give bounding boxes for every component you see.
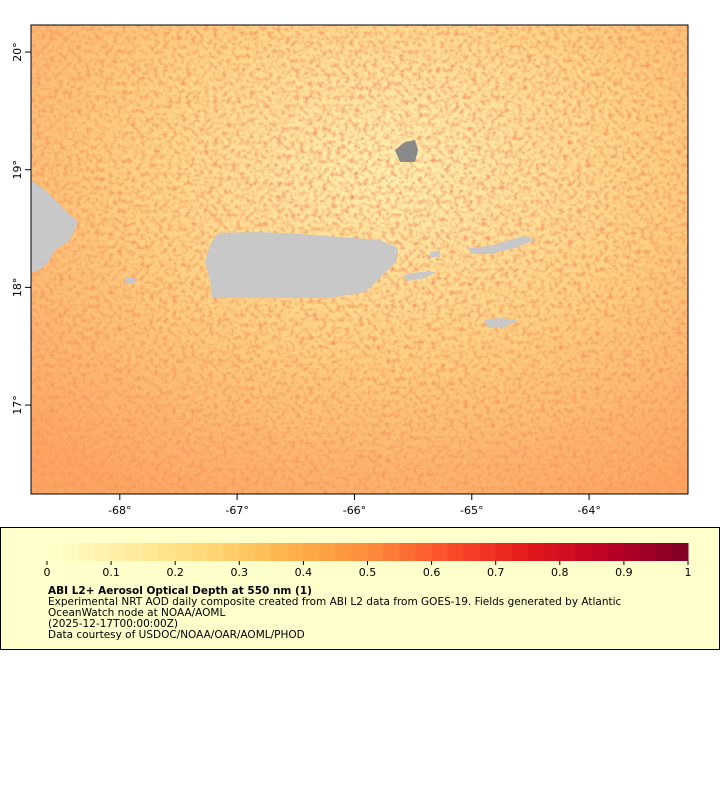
- colorbar-step: [479, 543, 497, 561]
- colorbar-step: [671, 543, 689, 561]
- colorbar-step: [255, 543, 272, 561]
- colorbar-step: [383, 543, 401, 561]
- colorbar-step: [303, 543, 320, 561]
- colorbar-step: [527, 543, 545, 561]
- land-culebra: [430, 250, 440, 257]
- colorbar-step: [415, 543, 433, 561]
- colorbar-step: [543, 543, 561, 561]
- x-tick-label: -67°: [225, 504, 248, 517]
- colorbar-tick-label: 0.2: [166, 566, 184, 579]
- land-hispaniola: [31, 180, 78, 272]
- colorbar-step: [47, 543, 64, 561]
- colorbar-step: [127, 543, 144, 561]
- land-virgin-islands: [468, 236, 535, 254]
- land-puerto-rico: [205, 232, 398, 298]
- colorbar-tick-label: 0.3: [231, 566, 249, 579]
- land-st-croix: [484, 318, 518, 328]
- colorbar-step: [591, 543, 609, 561]
- colorbar-step: [655, 543, 673, 561]
- colorbar-step: [143, 543, 160, 561]
- colorbar: 0 0.1 0.2 0.3 0.4 0.5 0.6 0.7 0.8 0.9 1: [44, 543, 692, 579]
- colorbar-step: [575, 543, 593, 561]
- colorbar-tick-label: 0.7: [487, 566, 505, 579]
- colorbar-step: [223, 543, 240, 561]
- colorbar-step: [431, 543, 449, 561]
- legend-line: Experimental NRT AOD daily composite cre…: [48, 596, 622, 608]
- x-tick-label: -65°: [460, 504, 483, 517]
- colorbar-step: [607, 543, 625, 561]
- colorbar-step: [447, 543, 465, 561]
- colorbar-step: [175, 543, 192, 561]
- colorbar-step: [63, 543, 80, 561]
- colorbar-tick-label: 0.6: [423, 566, 441, 579]
- colorbar-step: [623, 543, 641, 561]
- colorbar-step: [639, 543, 657, 561]
- colorbar-step: [239, 543, 256, 561]
- colorbar-step: [79, 543, 96, 561]
- colorbar-step: [399, 543, 417, 561]
- colorbar-step: [287, 543, 304, 561]
- y-tick-label: 20°: [11, 42, 24, 62]
- colorbar-step: [367, 543, 385, 561]
- legend-line: (2025-12-17T00:00:00Z): [48, 618, 178, 630]
- aod-field: [31, 25, 688, 494]
- colorbar-tick-label: 0.9: [615, 566, 633, 579]
- colorbar-tick-label: 0.8: [551, 566, 569, 579]
- axes: -68° -67° -66° -65° -64° 17° 18° 19° 20°: [11, 42, 601, 517]
- colorbar-step: [271, 543, 288, 561]
- colorbar-tick-label: 0: [44, 566, 51, 579]
- y-tick-label: 18°: [11, 278, 24, 298]
- colorbar-step: [95, 543, 112, 561]
- colorbar-tick-label: 1: [685, 566, 692, 579]
- colorbar-step: [351, 543, 368, 561]
- y-tick-label: 17°: [11, 395, 24, 415]
- y-tick-label: 19°: [11, 160, 24, 180]
- x-tick-label: -68°: [108, 504, 131, 517]
- colorbar-step: [335, 543, 352, 561]
- x-tick-label: -66°: [343, 504, 366, 517]
- legend-line: OceanWatch node at NOAA/AOML: [48, 607, 225, 619]
- x-tick-label: -64°: [577, 504, 600, 517]
- land-mona: [125, 278, 135, 284]
- legend-title: ABI L2+ Aerosol Optical Depth at 550 nm …: [48, 585, 312, 597]
- colorbar-tick-label: 0.5: [359, 566, 377, 579]
- land-vieques: [403, 272, 436, 281]
- legend-line: Data courtesy of USDOC/NOAA/OAR/AOML/PHO…: [48, 629, 305, 641]
- colorbar-step: [207, 543, 224, 561]
- colorbar-step: [159, 543, 176, 561]
- colorbar-tick-label: 0.4: [295, 566, 313, 579]
- colorbar-step: [191, 543, 208, 561]
- colorbar-step: [463, 543, 481, 561]
- colorbar-step: [319, 543, 336, 561]
- map-frame: [30, 24, 689, 495]
- colorbar-step: [495, 543, 513, 561]
- no-data-patch: [395, 140, 418, 162]
- colorbar-step: [511, 543, 529, 561]
- colorbar-step: [559, 543, 577, 561]
- colorbar-step: [111, 543, 128, 561]
- colorbar-tick-label: 0.1: [102, 566, 120, 579]
